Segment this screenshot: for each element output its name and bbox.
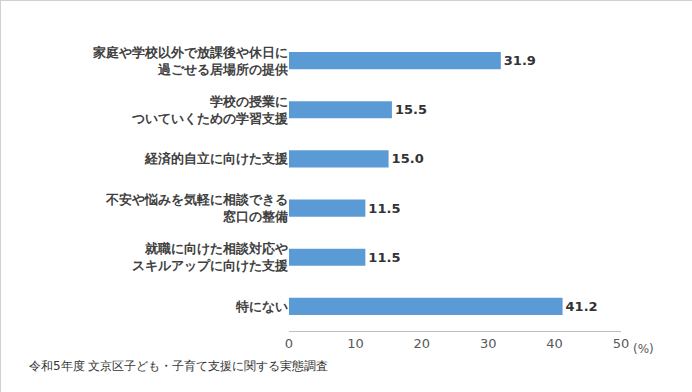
svg-text:41.2: 41.2 <box>566 299 598 314</box>
svg-text:不安や悩みを気軽に相談できる窓口の整備: 不安や悩みを気軽に相談できる窓口の整備 <box>105 192 288 224</box>
svg-text:就職に向けた相談対応やスキルアップに向けた支援: 就職に向けた相談対応やスキルアップに向けた支援 <box>132 241 288 273</box>
svg-text:(%): (%) <box>633 342 654 356</box>
svg-text:特にない: 特にない <box>235 299 288 314</box>
svg-text:経済的自立に向けた支援: 経済的自立に向けた支援 <box>144 151 288 166</box>
svg-text:20: 20 <box>414 336 431 351</box>
svg-text:11.5: 11.5 <box>368 201 400 216</box>
svg-text:令和5年度 文京区子ども・子育て支援に関する実態調査: 令和5年度 文京区子ども・子育て支援に関する実態調査 <box>29 359 328 373</box>
svg-text:31.9: 31.9 <box>504 53 536 68</box>
svg-text:50: 50 <box>613 336 630 351</box>
svg-text:15.0: 15.0 <box>392 151 424 166</box>
svg-text:0: 0 <box>285 336 293 351</box>
svg-text:家庭や学校以外で放課後や休日に過ごせる居場所の提供: 家庭や学校以外で放課後や休日に過ごせる居場所の提供 <box>92 45 288 77</box>
svg-text:10: 10 <box>347 336 364 351</box>
svg-text:30: 30 <box>480 336 497 351</box>
svg-text:11.5: 11.5 <box>368 250 400 265</box>
svg-text:15.5: 15.5 <box>395 102 427 117</box>
svg-text:40: 40 <box>546 336 563 351</box>
svg-text:学校の授業についていくための学習支援: 学校の授業についていくための学習支援 <box>131 94 288 126</box>
